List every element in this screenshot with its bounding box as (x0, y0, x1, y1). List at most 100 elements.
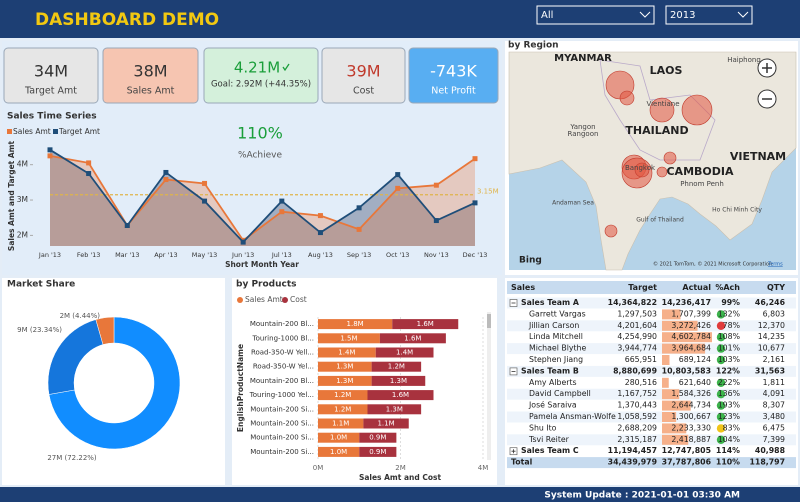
check-icon (282, 63, 290, 72)
table-cell: 1,058,592 (617, 412, 657, 421)
kpi-card (3, 47, 99, 104)
bar-segment (359, 446, 397, 457)
x-tick-label: Feb '13 (77, 251, 101, 259)
table-cell: José Saraiva (528, 401, 577, 410)
table-cell: 193% (718, 401, 740, 410)
filter-dropdown[interactable] (665, 5, 753, 25)
table-cell: 1,811 (763, 378, 785, 387)
kpi-value: -743K (430, 62, 477, 81)
bar-label: 1.3M (336, 377, 353, 385)
table-cell: 2,161 (763, 355, 785, 364)
map-bubbles (604, 70, 713, 238)
point (279, 198, 285, 204)
map-attribution: © 2021 TomTom, © 2021 Microsoft Corporat… (653, 261, 772, 268)
map-bubble (604, 224, 618, 238)
bar-label: 1.3M (390, 377, 407, 385)
table-cell: 122% (716, 366, 740, 375)
table-cell: 37,787,806 (662, 458, 711, 467)
data-bar (662, 320, 698, 331)
column-header: Target (628, 283, 657, 292)
map-label: Gulf of Thailand (636, 217, 684, 224)
x-tick-label: Jul '13 (271, 251, 292, 259)
y-tick-label: Road-350-W Yel... (253, 363, 314, 371)
table-cell: 1,297,503 (617, 309, 657, 318)
zoom-in-icon (762, 63, 772, 73)
x-tick-label: Jun '13 (231, 251, 254, 259)
bar-segment (318, 375, 372, 386)
bar-segment (318, 446, 360, 457)
table-cell: 621,640 (679, 378, 711, 387)
table-cell: 14,235 (758, 332, 785, 341)
table-cell: 34,439,979 (608, 458, 657, 467)
point (317, 230, 323, 236)
scrollbar-thumb[interactable] (487, 314, 491, 328)
table-cell: David Campbell (529, 389, 591, 398)
x-tick-label: Apr '13 (154, 251, 177, 259)
map-label: Rangoon (568, 130, 599, 138)
table-cell: 2,233,330 (671, 423, 711, 432)
data-bar (662, 332, 712, 343)
row-band (507, 388, 796, 400)
table-cell: 1,584,326 (671, 389, 711, 398)
scrollbar[interactable] (487, 312, 491, 460)
column-header: Actual (682, 283, 711, 292)
table-cell: 10,677 (758, 344, 785, 353)
bar-segment (392, 319, 459, 330)
table-cell: 31,563 (755, 366, 785, 375)
table-cell: Tsvi Reiter (528, 435, 570, 444)
footer-bar (0, 487, 800, 502)
bar-segment (318, 347, 376, 358)
dropdown-arrow (737, 11, 749, 18)
map-label: LAOS (650, 64, 683, 77)
table-cell: 12,370 (758, 321, 785, 330)
point (356, 205, 362, 211)
bar-segment (318, 418, 364, 429)
bar-label: 0.9M (369, 448, 386, 456)
table-panel (505, 278, 798, 485)
annotation-label: %Achieve (238, 151, 283, 161)
bar-label: 1.4M (338, 349, 355, 357)
row-band (507, 320, 796, 332)
bar-label: 1.0M (330, 434, 347, 442)
map-land (508, 51, 797, 271)
bar-label: 1.6M (404, 334, 421, 342)
table-cell: 1,300,667 (671, 412, 711, 421)
bar-label: 1.1M (332, 420, 349, 428)
data-bar (662, 434, 689, 445)
pie-slice (95, 316, 115, 345)
table-cell: Linda Mitchell (529, 332, 583, 341)
table-cell: 4,254,990 (617, 332, 657, 341)
table-cell: 4,201,604 (617, 321, 657, 330)
table-cell: 689,124 (679, 355, 711, 364)
bar-label: 0.9M (369, 434, 386, 442)
map-bubble (663, 151, 677, 165)
y-tick-label: Touring-1000 Bl... (252, 334, 315, 342)
point (47, 147, 53, 153)
total-row (507, 457, 796, 469)
x-tick-label: Sep '13 (347, 251, 371, 259)
map-label: Vientiane (646, 100, 679, 108)
table-cell: 2,315,187 (617, 435, 657, 444)
bar-segment (318, 404, 368, 415)
y-tick-label: 3M (17, 195, 28, 204)
kpi-label: Target Amt (24, 86, 77, 97)
table-cell: 7,399 (763, 435, 785, 444)
row-band (507, 297, 796, 309)
point (86, 160, 92, 166)
status-indicator (716, 424, 726, 433)
table-cell: 83% (723, 423, 740, 432)
filter-dropdown[interactable] (536, 5, 655, 25)
legend-label: Cost (290, 295, 307, 304)
map-label: Ho Chi Minh City (712, 207, 762, 214)
map-terms[interactable]: Terms (767, 262, 783, 268)
point (202, 180, 208, 186)
map-bubble (649, 97, 675, 123)
series-line (49, 154, 476, 242)
table-cell: 6,803 (763, 309, 785, 318)
bar-segment (318, 319, 393, 330)
filter-value: 2013 (670, 10, 695, 21)
map-label: VIETNAM (730, 150, 786, 163)
status-indicator (716, 321, 726, 330)
legend-swatch (282, 297, 288, 303)
map-label: Yangon (569, 123, 595, 131)
